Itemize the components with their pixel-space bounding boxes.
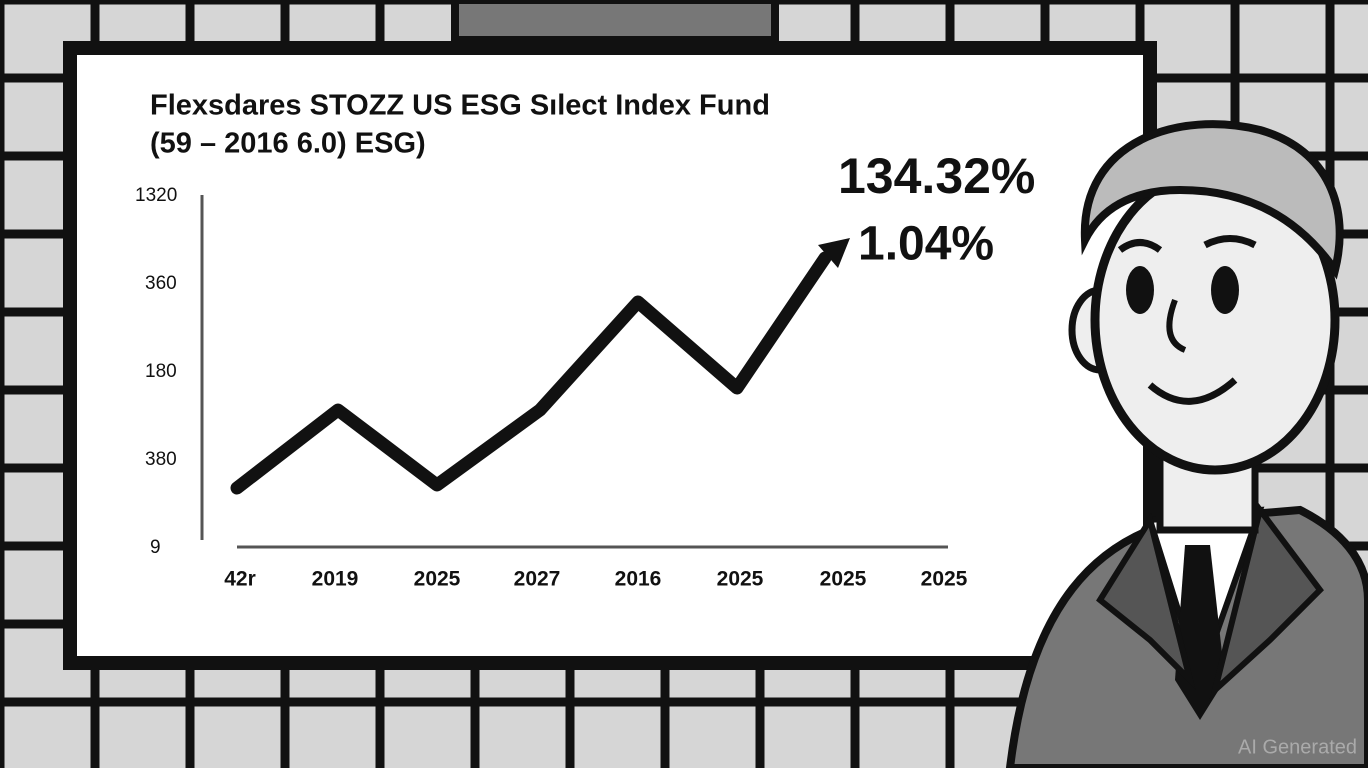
x-axis-label: 2016 [615, 568, 662, 591]
annotation: 1.04% [858, 218, 994, 271]
eyebrows [1117, 235, 1257, 253]
y-axis-label: 1320 [135, 185, 177, 206]
x-axis-label: 2025 [414, 568, 461, 591]
trend-line [230, 251, 832, 495]
x-axis-label: 2025 [921, 568, 968, 591]
y-axis-label: 9 [150, 537, 161, 558]
hair [1080, 120, 1344, 280]
board [63, 41, 1157, 670]
x-axis-label: 2025 [717, 568, 764, 591]
board-mount [451, 0, 779, 44]
lapels [1096, 503, 1324, 699]
x-axis-label: 42r [224, 568, 256, 591]
eye [1211, 266, 1239, 314]
y-axis-label: 380 [145, 449, 177, 470]
board-title: Flexsdares STOZZ US ESG Sılect Index Fun… [150, 90, 770, 122]
watermark: AI Generated [1238, 736, 1357, 758]
presenter [1005, 120, 1368, 768]
board-subtitle: (59 – 2016 6.0) ESG) [150, 128, 426, 160]
x-axis-label: 2027 [514, 568, 561, 591]
arrow-head [818, 238, 850, 268]
x-axis-label: 2025 [820, 568, 867, 591]
annotation: 134.32% [838, 148, 1035, 204]
x-axis-label: 2019 [312, 568, 359, 591]
y-axis-label: 180 [145, 361, 177, 382]
nose [1166, 298, 1187, 353]
mouth [1147, 377, 1238, 405]
eye [1126, 266, 1154, 314]
y-axis-label: 360 [145, 273, 177, 294]
